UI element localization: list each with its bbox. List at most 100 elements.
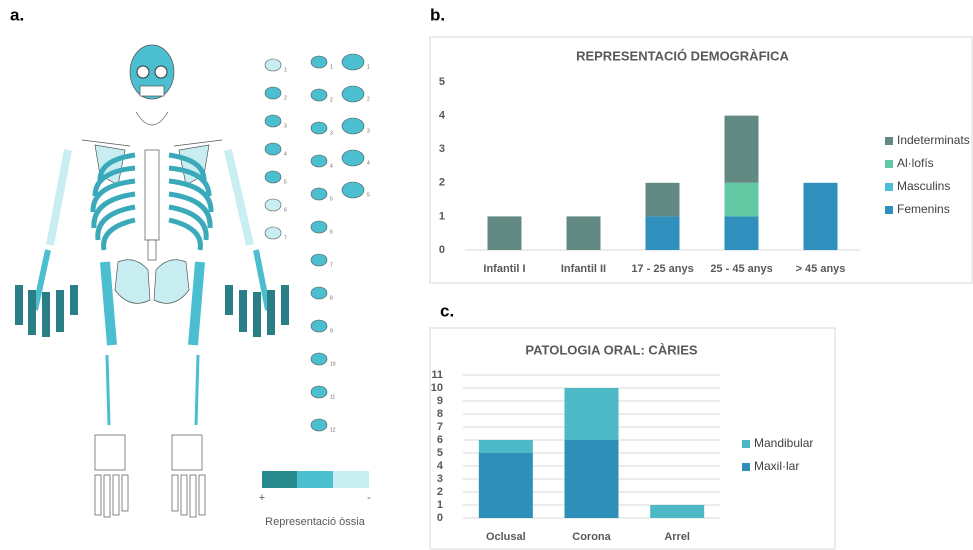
legend-label: Maxil·lar [754,459,799,473]
vertebra-number: 9 [330,328,333,334]
x-tick-label: Infantil I [483,263,525,275]
vertebra-number: 8 [330,295,333,301]
x-tick-label: Corona [572,531,611,543]
y-tick-label: 7 [437,421,443,433]
legend-swatch [885,137,893,145]
bar-segment [724,182,759,217]
legend-label: Femenins [897,202,950,216]
vertebra [310,220,328,234]
x-tick-label: Oclusal [486,531,526,543]
vertebra [341,117,365,135]
vertebra-number: 4 [330,163,333,169]
y-tick-label: 4 [439,110,446,122]
vertebra [264,226,282,240]
vertebra [310,154,328,168]
vertebra [310,418,328,432]
y-tick-label: 11 [431,369,443,381]
vertebra-number: 7 [330,262,333,268]
legend-title: Representació òssia [265,516,366,528]
vertebra [264,198,282,212]
legend-swatch [742,463,750,471]
vertebra-number: 3 [367,128,370,134]
vertebra-number: 2 [330,97,333,103]
bar-segment [564,388,619,440]
vertebra-number: 5 [284,179,287,185]
y-tick-label: 9 [437,395,443,407]
legend-swatch [297,471,333,488]
y-tick-label: 8 [437,408,443,420]
x-tick-label: 17 - 25 anys [631,263,693,275]
bar-segment [650,505,705,518]
legend-label: Indeterminats [897,133,970,147]
vertebra-number: 12 [330,427,336,433]
vertebra [341,181,365,199]
vertebra [264,142,282,156]
legend-swatch [885,160,893,168]
y-tick-label: 2 [437,486,443,498]
vertebra-number: 10 [330,361,336,367]
vertebra [310,88,328,102]
vertebra [310,286,328,300]
y-tick-label: 5 [439,76,445,88]
vertebra-number: 7 [284,235,287,241]
vertebra [310,121,328,135]
x-tick-label: Infantil II [561,263,606,275]
legend-swatch [885,206,893,214]
y-tick-label: 0 [439,244,445,256]
vertebra [264,114,282,128]
vertebra-number: 4 [284,151,287,157]
vertebra [310,385,328,399]
x-tick-label: 25 - 45 anys [710,263,772,275]
vertebra-number: 6 [330,229,333,235]
y-tick-label: 10 [431,382,443,394]
y-tick-label: 3 [439,143,445,155]
y-tick-label: 4 [437,460,444,472]
skeleton [15,44,289,518]
vertebra-number: 1 [284,67,287,73]
vertebra [310,253,328,267]
vertebra [310,319,328,333]
bar-segment [566,216,601,250]
bar-segment [645,182,680,217]
bar-segment [564,440,619,518]
bar-segment [478,440,533,453]
vertebra-number: 1 [367,64,370,70]
y-tick-label: 0 [437,512,443,524]
legend-swatch [333,471,369,488]
bar-segment [478,453,533,518]
vertebra [310,55,328,69]
legend-high: + [259,492,265,504]
bar-segment [645,216,680,250]
vertebra [264,170,282,184]
bar-segment [803,182,838,250]
legend-swatch [885,183,893,191]
legend-swatch [742,440,750,448]
legend-label: Mandibular [754,436,813,450]
chart-title: PATOLOGIA ORAL: CÀRIES [525,342,697,357]
vertebra-number: 5 [330,196,333,202]
y-tick-label: 1 [437,499,443,511]
y-tick-label: 1 [439,210,445,222]
bar-segment [724,115,759,183]
panel-label: a. [10,5,24,24]
vertebra-number: 5 [367,192,370,198]
vertebra-number: 3 [330,130,333,136]
legend-label: Al·lofís [897,156,934,170]
vertebra [341,149,365,167]
bar-segment [724,216,759,250]
y-tick-label: 2 [439,177,445,189]
bar-segment [487,216,522,250]
y-tick-label: 6 [437,434,443,446]
vertebra-number: 2 [367,96,370,102]
x-tick-label: Arrel [664,531,690,543]
chart-title: REPRESENTACIÓ DEMOGRÀFICA [576,48,789,63]
vertebra [264,58,282,72]
vertebra-number: 6 [284,207,287,213]
panel-label: c. [440,301,454,320]
vertebra-number: 11 [330,394,335,400]
legend-low: - [367,492,371,504]
legend-label: Masculins [897,179,950,193]
y-tick-label: 5 [437,447,443,459]
